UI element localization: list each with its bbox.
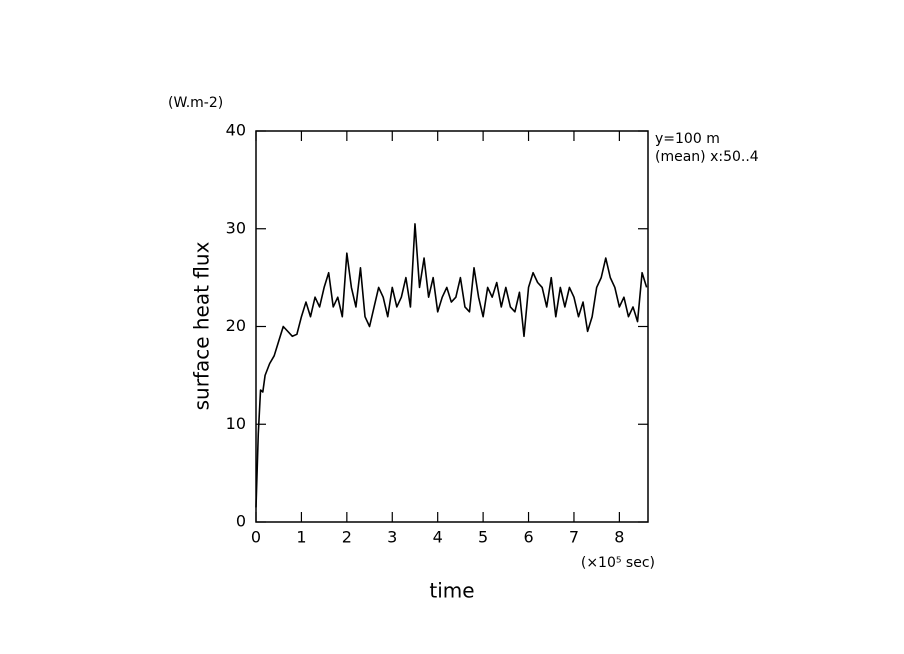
annotation: y=100 m [655, 131, 720, 147]
y-tick-label: 40 [226, 121, 246, 140]
x-tick-label: 3 [387, 528, 397, 547]
annotation: (mean) x:50..4 [655, 149, 759, 165]
y-tick-label: 0 [236, 512, 246, 531]
y-axis-label: surface heat flux [190, 241, 214, 410]
x-tick-label: 4 [433, 528, 443, 547]
x-tick-label: 0 [251, 528, 261, 547]
y-tick-label: 30 [226, 218, 246, 237]
y-unit: (W.m-2) [168, 95, 223, 111]
x-tick-label: 2 [342, 528, 352, 547]
x-tick-label: 5 [478, 528, 488, 547]
x-tick-label: 1 [296, 528, 306, 547]
x-tick-label: 7 [569, 528, 579, 547]
x-tick-label: 8 [614, 528, 624, 547]
x-axis-label: time [429, 579, 474, 603]
y-tick-label: 10 [226, 414, 246, 433]
x-tick-label: 6 [523, 528, 533, 547]
y-tick-label: 20 [226, 316, 246, 335]
data-line [255, 223, 648, 508]
x-unit: (×10⁵ sec) [581, 555, 655, 571]
